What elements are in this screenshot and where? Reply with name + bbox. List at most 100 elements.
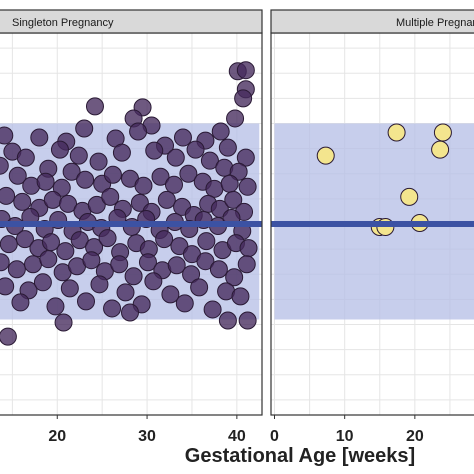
singleton-data-point xyxy=(36,172,55,191)
singleton-data-point xyxy=(155,230,174,249)
singleton-data-point xyxy=(124,267,143,286)
singleton-data-point xyxy=(8,166,27,185)
singleton-data-point xyxy=(77,292,95,311)
singleton-data-point xyxy=(203,300,222,319)
singleton-data-point xyxy=(145,141,164,160)
singleton-data-point xyxy=(101,187,120,206)
singleton-data-point xyxy=(89,152,108,171)
singleton-data-point xyxy=(56,242,75,261)
singleton-data-point xyxy=(0,126,14,145)
singleton-data-point xyxy=(54,313,73,332)
singleton-data-point xyxy=(182,265,201,284)
singleton-data-point xyxy=(225,268,244,287)
singleton-data-point xyxy=(173,128,192,147)
x-tick-label: 0 xyxy=(270,428,279,445)
singleton-data-point xyxy=(220,174,239,193)
facet-strip xyxy=(270,9,474,34)
singleton-data-point xyxy=(33,273,52,292)
singleton-data-point xyxy=(7,260,26,279)
singleton-data-point xyxy=(59,194,78,213)
facet-panel: Multiple Pregnancy 0 10 20 xyxy=(270,9,474,445)
singleton-data-point xyxy=(50,140,69,159)
singleton-data-point xyxy=(52,178,71,197)
singleton-data-point xyxy=(116,283,135,302)
singleton-data-point xyxy=(13,192,32,211)
singleton-data-point xyxy=(238,311,257,330)
singleton-data-point xyxy=(144,272,163,291)
singleton-data-point xyxy=(196,252,215,271)
singleton-data-point xyxy=(129,122,148,141)
singleton-data-point xyxy=(229,162,248,181)
multiple-data-point xyxy=(316,146,335,165)
singleton-data-point xyxy=(0,156,9,175)
singleton-data-point xyxy=(0,277,15,296)
singleton-data-point xyxy=(179,164,198,183)
singleton-data-point xyxy=(0,235,18,254)
multiple-data-point xyxy=(400,187,419,206)
singleton-data-point xyxy=(0,186,16,205)
singleton-data-point xyxy=(170,237,189,256)
x-tick-label: 20 xyxy=(406,428,424,445)
singleton-data-point xyxy=(161,285,180,304)
panel-plot-area xyxy=(271,33,474,415)
x-axis-title: Gestational Age [weeks] xyxy=(185,445,415,467)
singleton-data-point xyxy=(238,177,257,196)
singleton-data-point xyxy=(90,275,109,294)
singleton-data-point xyxy=(218,138,237,157)
singleton-data-point xyxy=(24,255,43,274)
singleton-data-point xyxy=(175,294,194,313)
singleton-data-point xyxy=(82,251,101,270)
singleton-data-point xyxy=(62,162,81,181)
singleton-data-point xyxy=(211,122,230,141)
singleton-data-point xyxy=(166,148,185,167)
singleton-data-point xyxy=(0,327,17,346)
x-tick-label: 20 xyxy=(48,428,66,445)
singleton-data-point xyxy=(231,287,250,306)
x-tick-label: 10 xyxy=(336,428,354,445)
singleton-data-point xyxy=(239,239,258,258)
singleton-data-point xyxy=(69,146,88,165)
singleton-data-point xyxy=(167,256,186,275)
singleton-data-point xyxy=(236,148,255,167)
singleton-data-point xyxy=(43,190,62,209)
facet-panel: Singleton Pregnancy 20 30 40 xyxy=(0,9,263,445)
singleton-data-point xyxy=(186,140,205,159)
singleton-data-point xyxy=(236,61,255,80)
singleton-data-point xyxy=(197,232,216,251)
singleton-data-point xyxy=(151,167,170,186)
singleton-data-point xyxy=(41,233,60,252)
singleton-data-point xyxy=(103,165,122,184)
facet-strip xyxy=(0,9,263,34)
x-tick-label: 30 xyxy=(138,428,156,445)
singleton-data-point xyxy=(70,231,89,250)
singleton-data-point xyxy=(0,253,10,272)
singleton-data-point xyxy=(85,97,104,116)
singleton-data-point xyxy=(218,311,237,330)
singleton-data-point xyxy=(76,170,95,189)
singleton-data-point xyxy=(30,128,49,147)
singleton-data-point xyxy=(39,250,58,269)
singleton-data-point xyxy=(60,279,79,298)
singleton-data-point xyxy=(157,190,176,209)
x-tick-label: 40 xyxy=(228,428,246,445)
singleton-data-point xyxy=(134,176,153,195)
singleton-data-point xyxy=(87,195,106,214)
singleton-data-point xyxy=(16,148,35,167)
singleton-data-point xyxy=(226,109,245,128)
singleton-data-point xyxy=(190,278,209,297)
singleton-data-point xyxy=(224,190,243,209)
singleton-data-point xyxy=(112,143,131,162)
multiple-data-point xyxy=(433,123,452,142)
singleton-data-point xyxy=(205,179,224,198)
singleton-data-point xyxy=(75,119,94,138)
singleton-data-point xyxy=(46,297,65,316)
singleton-data-point xyxy=(98,229,117,248)
singleton-data-point xyxy=(200,151,219,170)
multiple-data-point xyxy=(387,123,406,142)
panel-plot-area xyxy=(0,33,262,415)
singleton-data-point xyxy=(15,230,34,249)
facet-strip-title: Singleton Pregnancy xyxy=(12,17,114,29)
multiple-data-point xyxy=(431,140,450,159)
singleton-data-point xyxy=(110,255,129,274)
